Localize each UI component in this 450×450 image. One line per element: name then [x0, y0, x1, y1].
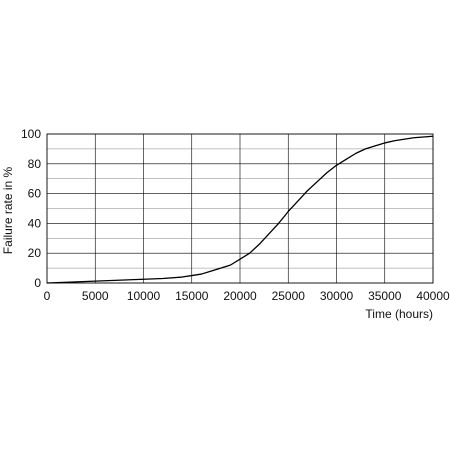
x-tick-label: 15000: [175, 289, 209, 303]
y-tick-label: 100: [21, 127, 41, 141]
y-tick-label: 80: [28, 157, 42, 171]
x-tick-label: 30000: [320, 289, 354, 303]
x-tick-label: 10000: [127, 289, 161, 303]
y-axis-label: Failure rate in %: [1, 166, 15, 254]
y-tick-label: 60: [28, 187, 42, 201]
plot-frame: [46, 133, 434, 284]
x-tick-label: 20000: [223, 289, 257, 303]
x-tick-label: 25000: [272, 289, 306, 303]
x-tick-label: 0: [44, 289, 51, 303]
x-tick-label: 35000: [368, 289, 402, 303]
major-gridlines: [47, 134, 433, 283]
x-axis-label: Time (hours): [365, 307, 433, 321]
x-tick-label: 5000: [82, 289, 109, 303]
y-tick-label: 0: [34, 276, 41, 290]
y-tick-label: 40: [28, 216, 42, 230]
y-tick-labels: 0 20 40 60 80 100: [21, 127, 41, 290]
y-tick-label: 20: [28, 246, 42, 260]
series-line-failure-rate: [46, 135, 434, 284]
x-tick-labels: 0 5000 10000 15000 20000 25000 30000 35000 40000: [44, 289, 450, 303]
x-tick-label: 40000: [416, 289, 450, 303]
